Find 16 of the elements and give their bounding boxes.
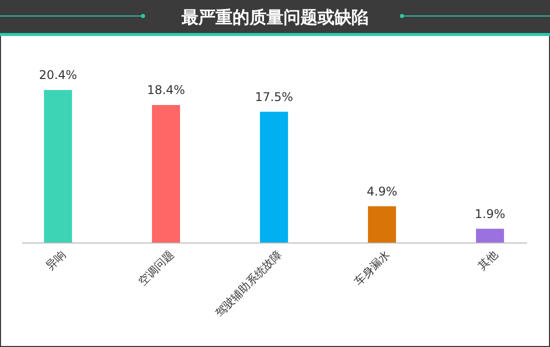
x-tick-label: 空调问题 — [136, 248, 176, 288]
x-tick-label: 车身漏水 — [352, 248, 392, 288]
data-label: 18.4% — [146, 83, 186, 97]
bar — [44, 90, 72, 243]
data-label: 4.9% — [366, 184, 398, 198]
x-tick-label: 其他 — [475, 248, 500, 273]
x-tick-label: 驾驶辅助系统故障 — [212, 248, 284, 320]
bar — [368, 206, 396, 243]
bar — [476, 228, 504, 243]
bar — [152, 105, 180, 243]
x-tick-label: 异响 — [43, 248, 68, 273]
bar — [260, 112, 288, 243]
chart-title: 最严重的质量问题或缺陷 — [180, 8, 368, 28]
data-label: 1.9% — [474, 206, 506, 221]
data-label: 17.5% — [254, 90, 294, 104]
data-label: 20.4% — [38, 68, 78, 82]
